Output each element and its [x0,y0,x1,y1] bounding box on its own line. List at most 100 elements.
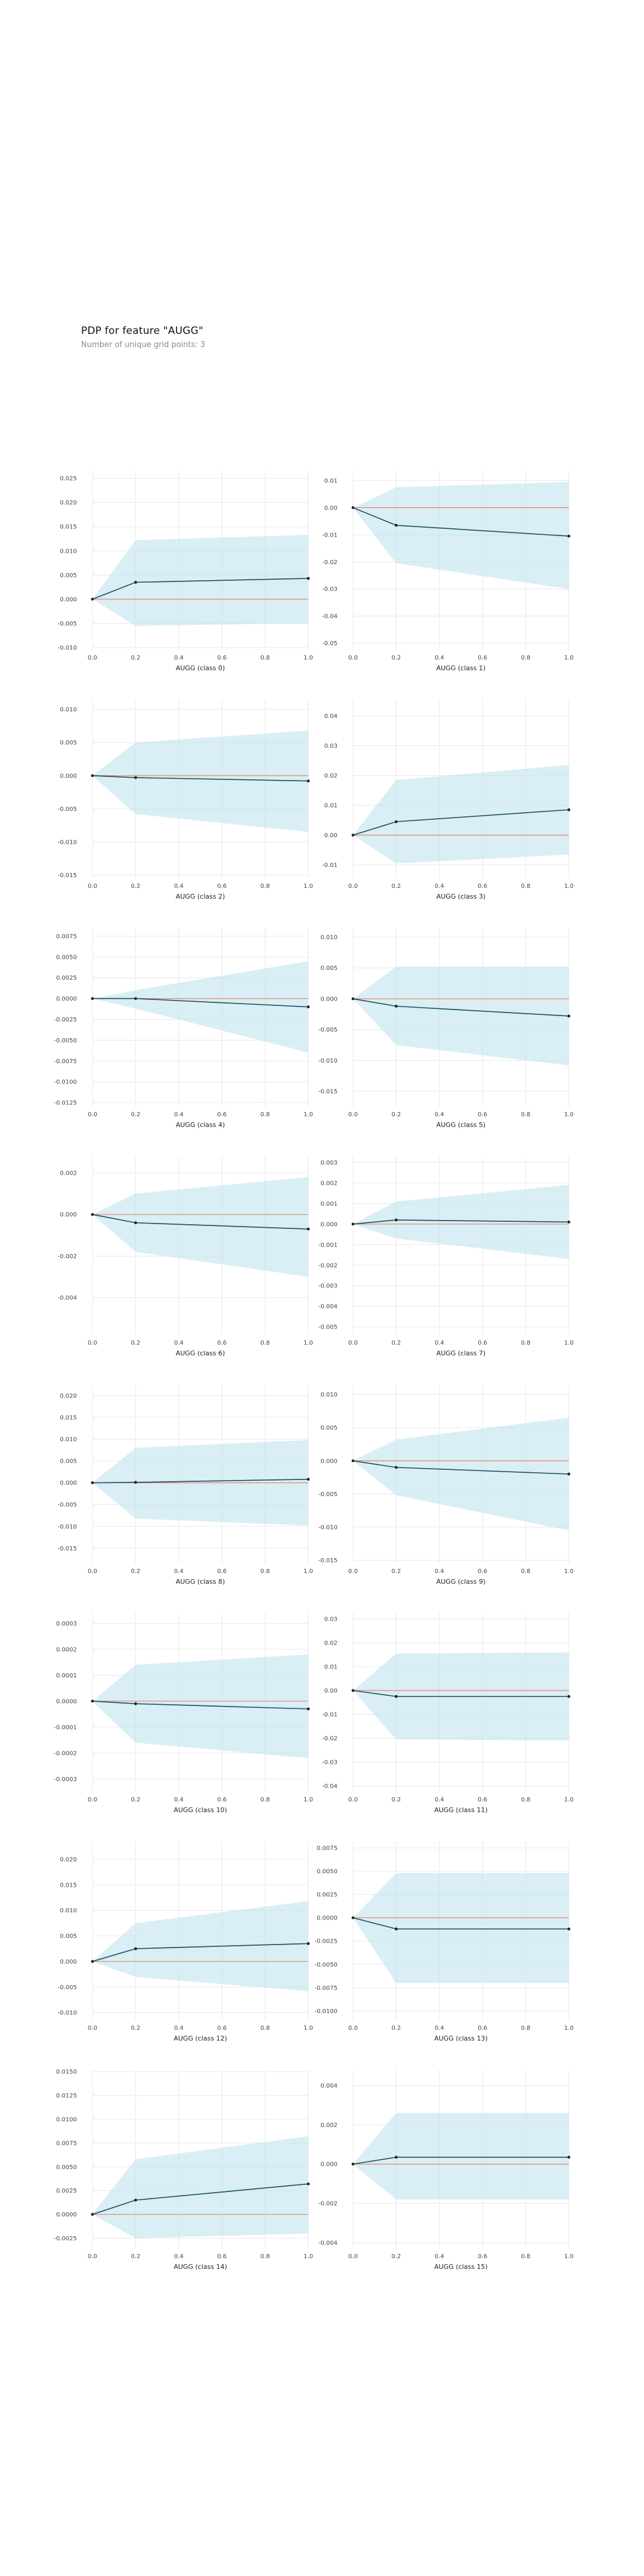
y-tick-label: -0.05 [322,640,338,647]
x-axis-label: AUGG (class 1) [436,664,486,672]
y-tick-label: -0.015 [318,1089,338,1095]
x-tick-label: 0.6 [478,2025,487,2032]
x-tick-label: 0.2 [391,2025,401,2032]
pdp-point [351,506,355,509]
pdp-point [395,1927,398,1931]
x-axis-label: AUGG (class 10) [174,1806,227,1814]
pdp-subplot-2: 0.0 0.2 0.4 0.6 0.8 1.0 0.010 0.005 0.000 -0.005 -… [58,699,313,900]
y-tick-label: 0.01 [324,803,338,809]
confidence-band [92,1654,308,1758]
y-tick-label: 0.004 [320,2083,338,2089]
x-tick-label: 0.8 [521,883,531,890]
pdp-point [306,2182,310,2185]
y-tick-label: 0.03 [324,1617,338,1623]
y-tick-label: -0.0100 [314,2008,338,2015]
y-tick-label: -0.005 [58,621,77,627]
x-tick-label: 1.0 [304,655,313,661]
x-tick-label: 0.0 [348,1568,358,1575]
y-tick-label: 0.01 [324,1664,338,1671]
pdp-point [134,1702,137,1705]
pdp-point [395,1218,398,1222]
pdp-point [567,808,571,812]
pdp-point [395,1695,398,1698]
x-tick-label: 1.0 [564,2025,574,2032]
pdp-point [134,581,137,584]
pdp-subplot-13: 0.0 0.2 0.4 0.6 0.8 1.0 0.0075 0.0050 0.0025 0.00… [314,1841,574,2042]
confidence-band [92,730,308,832]
pdp-point [567,2156,571,2159]
pdp-point [134,1481,137,1484]
y-tick-label: 0.000 [320,996,338,1002]
y-tick-label: 0.04 [324,713,338,720]
pdp-point [306,779,310,783]
pdp-point [306,1707,310,1711]
x-axis-label: AUGG (class 3) [436,893,486,900]
y-tick-label: -0.04 [322,1784,338,1790]
x-tick-label: 0.8 [261,655,270,661]
x-tick-label: 0.4 [435,1340,444,1346]
y-tick-label: -0.0001 [54,1724,77,1731]
y-tick-label: 0.0150 [56,2069,77,2076]
y-tick-label: 0.02 [324,1640,338,1647]
confidence-band [92,1176,308,1277]
y-tick-label: -0.0025 [54,1017,77,1023]
x-axis-label: AUGG (class 5) [436,1121,486,1129]
y-tick-label: 0.0000 [56,1698,77,1705]
x-tick-label: 0.6 [217,1568,227,1575]
x-axis-label: AUGG (class 12) [174,2035,227,2042]
pdp-subplot-10: 0.0 0.2 0.4 0.6 0.8 1.0 0.0003 0.0002 0.0001 0.00… [54,1613,313,1814]
x-tick-label: 1.0 [564,1340,574,1346]
x-tick-label: 0.0 [348,1111,358,1118]
pdp-point [567,534,571,538]
y-tick-label: 0.010 [320,1392,338,1398]
y-tick-label: 0.001 [320,1201,338,1208]
x-tick-label: 0.8 [521,655,531,661]
x-tick-label: 0.8 [521,1797,531,1803]
x-tick-label: 0.0 [88,655,97,661]
x-tick-label: 0.6 [478,1797,487,1803]
y-tick-label: 0.0050 [56,2164,77,2171]
pdp-point [91,1481,94,1485]
pdp-point [395,1466,398,1469]
x-tick-label: 0.0 [348,655,358,661]
x-tick-label: 0.2 [131,1568,140,1575]
confidence-band [353,2113,569,2200]
y-tick-label: 0.010 [60,1436,77,1443]
x-tick-label: 0.0 [348,1340,358,1346]
x-tick-label: 0.2 [131,2025,140,2032]
x-tick-label: 0.2 [131,655,140,661]
x-tick-label: 0.6 [478,883,487,890]
y-tick-label: -0.0002 [54,1750,77,1757]
y-tick-label: -0.005 [58,1502,77,1509]
y-tick-label: 0.0001 [56,1673,77,1679]
y-tick-label: 0.005 [60,1933,77,1940]
x-tick-label: 1.0 [304,1340,313,1346]
y-tick-label: 0.000 [60,1480,77,1487]
y-tick-label: -0.0050 [54,1038,77,1044]
pdp-point [91,2213,94,2216]
pdp-point [306,1005,310,1008]
x-tick-label: 0.2 [391,2253,401,2260]
x-tick-label: 0.6 [478,1111,487,1118]
y-tick-label: -0.010 [58,645,77,651]
x-tick-label: 0.8 [521,2253,531,2260]
x-tick-label: 0.4 [435,1111,444,1118]
y-tick-label: -0.005 [318,1491,338,1498]
y-tick-label: 0.020 [60,500,77,506]
pdp-subplot-3: 0.0 0.2 0.4 0.6 0.8 1.0 0.04 0.03 0.02 0.01 0.00 -0… [322,699,574,900]
x-tick-label: 0.0 [348,2253,358,2260]
y-tick-label: 0.0100 [56,2116,77,2123]
y-tick-label: 0.03 [324,743,338,750]
x-tick-label: 1.0 [304,1797,313,1803]
pdp-subplot-7: 0.0 0.2 0.4 0.6 0.8 1.0 0.003 0.002 0.001 0.000 -0… [318,1156,574,1357]
y-tick-label: -0.01 [322,532,338,538]
pdp-point [351,1916,355,1919]
y-tick-label: -0.03 [322,586,338,593]
x-tick-label: 0.6 [217,883,227,890]
y-tick-label: 0.005 [320,965,338,972]
x-tick-label: 0.0 [88,1340,97,1346]
y-tick-label: -0.005 [318,1027,338,1033]
x-axis-label: AUGG (class 7) [436,1349,486,1357]
y-tick-label: 0.0075 [317,1845,338,1852]
x-tick-label: 1.0 [564,1111,574,1118]
